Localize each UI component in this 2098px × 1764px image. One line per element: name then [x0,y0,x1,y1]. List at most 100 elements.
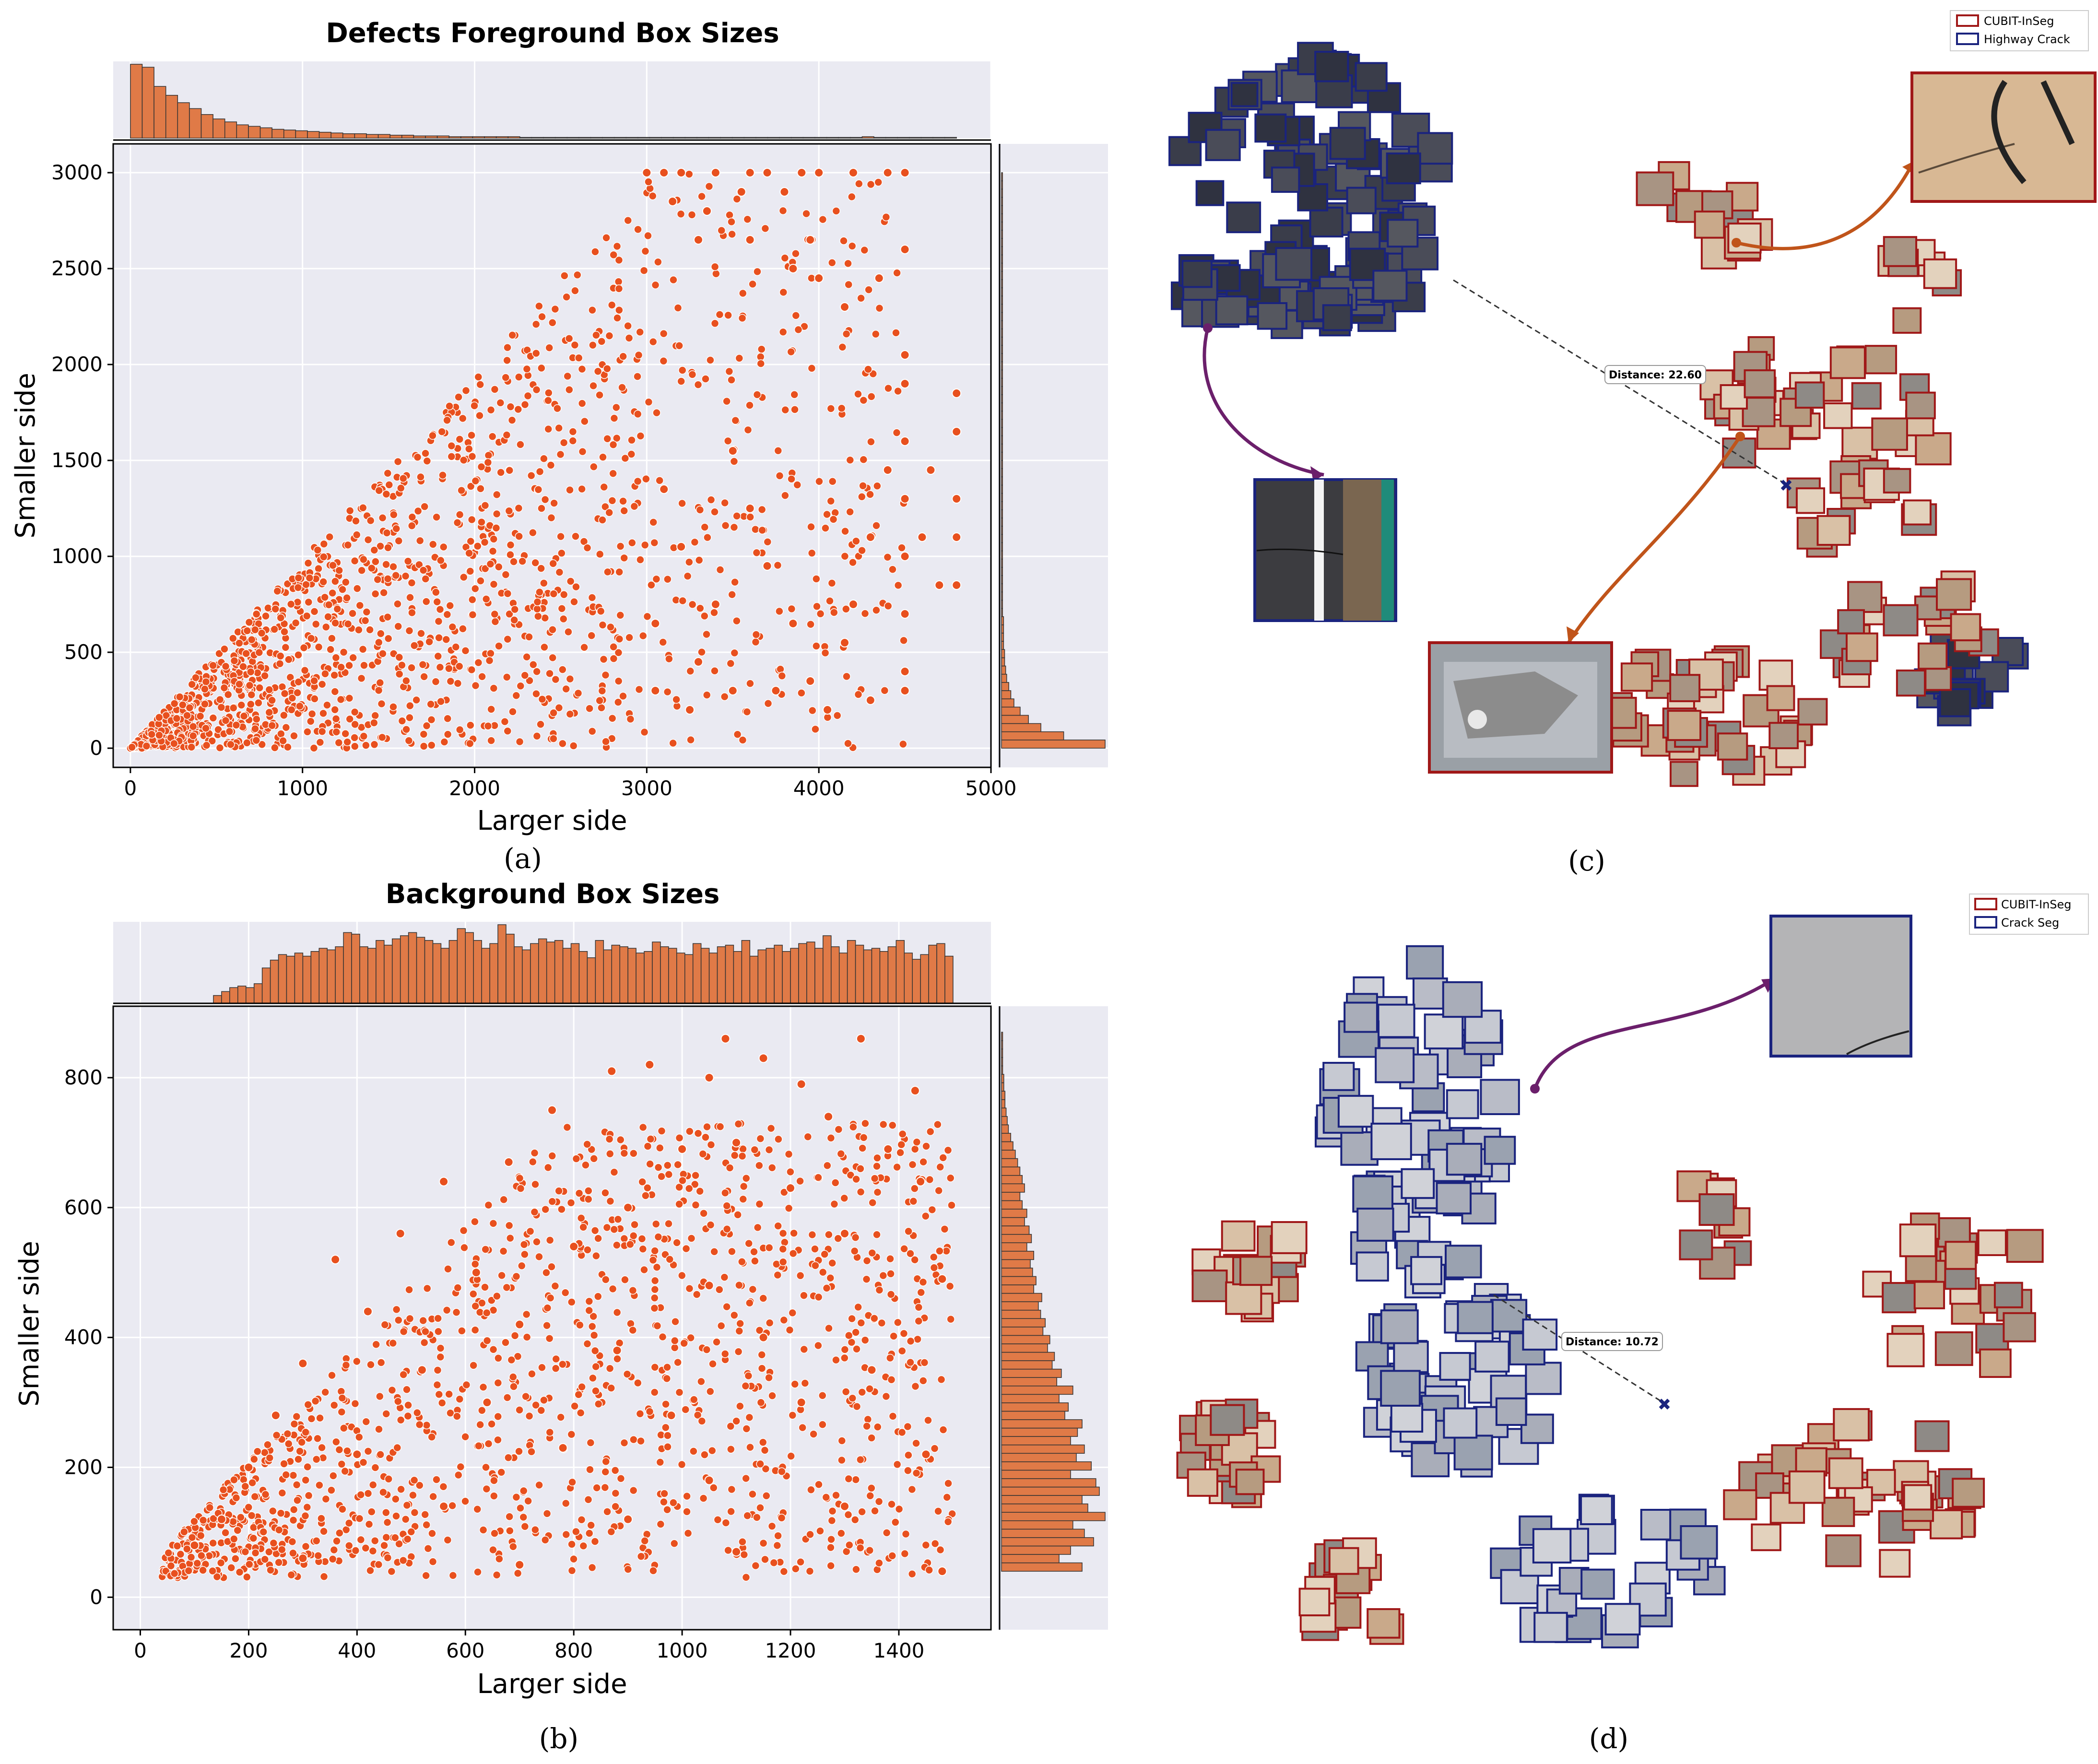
data-point [613,1308,622,1317]
thumbnail-tile [1829,346,1866,379]
data-point [590,1346,600,1355]
thumbnail-tile [1879,1549,1911,1578]
data-point [265,708,273,717]
data-point [331,715,341,723]
data-point [870,1314,879,1323]
data-point [301,1476,310,1484]
data-point [183,1544,191,1553]
data-point [748,1490,757,1499]
marginal-x-bar [779,137,792,139]
marginal-y-bar [1001,1293,1042,1302]
data-point [489,684,498,693]
tick-label-x: 1200 [765,1639,816,1662]
data-point [640,728,649,737]
data-point [699,1494,708,1503]
data-point [823,510,831,519]
data-point [557,1205,566,1214]
panel-d-legend-cubit: CUBIT-InSeg [2001,898,2072,911]
thumbnail-tile [1758,659,1793,691]
data-point [529,660,538,669]
data-point [601,1483,610,1492]
data-point [436,663,445,671]
data-point [303,728,312,736]
data-point [318,680,327,689]
data-point [922,1142,931,1151]
thumbnail-tile [1445,1245,1482,1279]
marginal-x-bar [873,137,886,139]
data-point [326,645,335,654]
data-point [360,661,368,670]
data-point [271,1411,281,1421]
data-point [863,1415,872,1424]
data-point [806,620,815,629]
thumbnail-tile [1604,1603,1641,1635]
data-point [732,195,742,203]
data-point [344,1541,354,1550]
data-point [583,1246,592,1254]
data-point [392,1305,401,1314]
marginal-x-bar [519,137,532,139]
data-point [919,1376,928,1385]
data-point [415,1481,424,1490]
panel-d-caption: (d) [1589,1722,1628,1755]
data-point [598,516,607,524]
data-point [578,399,587,408]
data-point [601,670,610,680]
data-point [515,737,524,746]
marginal-x-bar [912,959,921,1004]
data-point [284,655,293,664]
data-point [419,1316,427,1325]
data-point [581,1161,590,1169]
data-point [387,1567,396,1576]
data-point [686,1333,695,1342]
data-point [650,1276,660,1285]
marginal-x-bar [590,137,603,139]
data-point [335,1446,344,1454]
data-point [214,725,223,734]
data-point [636,1552,646,1561]
data-point [744,1371,753,1380]
marginal-x-bar [270,960,279,1004]
marginal-x-bar [224,121,237,139]
data-point [416,472,425,482]
data-point [155,731,164,740]
data-point [934,1507,943,1516]
data-point [785,1326,794,1334]
data-point [653,1321,662,1330]
data-point [912,1439,920,1448]
data-point [506,550,515,559]
data-point [393,1443,402,1452]
data-point [700,1450,709,1459]
data-point [603,364,612,373]
marginal-y-bar [1001,1444,1085,1454]
data-point [475,411,484,420]
data-point [694,235,703,245]
data-point [531,1400,540,1410]
data-point [868,1248,877,1258]
marginal-y-bar [1001,1082,1004,1092]
data-point [645,1407,654,1416]
data-point [616,542,625,551]
data-point [790,390,799,399]
marginal-x-bar [377,134,390,139]
data-point [516,1184,525,1193]
data-point [883,553,892,562]
data-point [934,580,944,590]
data-point [466,482,475,491]
thumbnail-tile [1845,632,1878,662]
data-point [703,1122,711,1131]
data-point [755,1200,764,1209]
data-point [453,518,462,527]
data-point [478,1406,486,1415]
data-point [338,585,347,594]
data-point [663,575,672,584]
data-point [630,502,639,511]
data-point [200,700,209,708]
panel-a-ylabel: Smaller side [10,373,41,539]
data-point [900,379,910,388]
data-point [510,616,519,624]
thumbnail-tile [1915,432,1952,466]
marginal-x-bar [295,130,308,139]
marginal-x-bar [708,137,721,139]
data-point [189,1540,200,1550]
